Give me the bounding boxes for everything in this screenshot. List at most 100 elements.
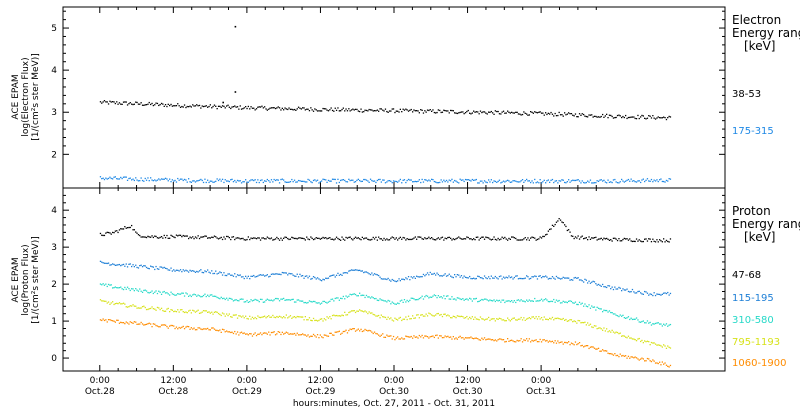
proton-point <box>447 236 449 239</box>
proton-point <box>262 316 264 318</box>
proton-point <box>558 218 560 220</box>
proton-point <box>257 315 259 317</box>
proton-point <box>489 238 491 240</box>
proton-point <box>451 317 453 319</box>
proton-point <box>634 339 636 341</box>
proton-point <box>640 240 642 242</box>
electron-point <box>425 111 427 113</box>
proton-point <box>239 238 241 240</box>
proton-point <box>539 338 541 341</box>
proton-point <box>603 286 605 288</box>
proton-ytick-label: 1 <box>51 317 57 327</box>
electron-point <box>511 111 513 113</box>
proton-point <box>454 316 456 318</box>
proton-point <box>167 293 169 295</box>
proton-point <box>646 292 649 294</box>
proton-point <box>303 277 305 279</box>
electron-point <box>268 180 270 182</box>
proton-point <box>182 311 184 313</box>
proton-point <box>177 235 179 237</box>
proton-point <box>467 337 469 339</box>
proton-point <box>103 284 106 286</box>
electron-point <box>259 106 262 108</box>
proton-point <box>209 329 211 331</box>
electron-point <box>600 115 602 118</box>
proton-point <box>162 309 164 312</box>
proton-point <box>561 277 563 280</box>
proton-series-115-195 <box>99 260 672 297</box>
proton-point <box>147 323 149 325</box>
electron-point <box>488 179 490 181</box>
proton-point <box>287 274 289 276</box>
proton-point <box>500 301 502 303</box>
proton-point <box>344 272 346 274</box>
proton-point <box>306 302 308 304</box>
proton-point <box>595 236 597 238</box>
electron-point <box>665 118 668 121</box>
proton-point <box>640 358 642 360</box>
proton-point <box>424 275 426 277</box>
proton-point <box>169 294 171 296</box>
proton-point <box>454 274 456 276</box>
electron-point <box>498 113 501 115</box>
proton-point <box>363 238 365 240</box>
proton-point <box>664 292 666 294</box>
proton-point <box>297 237 300 239</box>
proton-point <box>208 295 210 298</box>
electron-point <box>540 182 543 184</box>
proton-point <box>416 336 418 338</box>
proton-point <box>524 301 526 303</box>
proton-point <box>417 236 419 238</box>
proton-point <box>169 325 171 327</box>
electron-point <box>178 179 180 181</box>
electron-point <box>546 113 548 116</box>
electron-point <box>345 181 347 183</box>
proton-point <box>596 239 598 241</box>
proton-point <box>346 296 349 298</box>
proton-point <box>517 239 520 241</box>
electron-point <box>140 177 142 179</box>
proton-point <box>614 286 616 288</box>
electron-point <box>371 109 373 111</box>
proton-point <box>436 334 438 336</box>
proton-point <box>330 332 332 334</box>
proton-point <box>612 313 615 315</box>
proton-point <box>284 236 286 238</box>
proton-point <box>410 238 412 241</box>
electron-point <box>445 110 448 112</box>
electron-point <box>471 112 473 114</box>
proton-point <box>221 274 224 276</box>
electron-point <box>132 178 134 180</box>
electron-point <box>578 180 581 182</box>
electron-point <box>482 182 484 184</box>
proton-point <box>473 238 475 240</box>
electron-point <box>171 179 173 181</box>
proton-point <box>494 300 496 303</box>
electron-point <box>274 179 277 182</box>
proton-point <box>141 323 144 325</box>
proton-point <box>398 338 400 340</box>
proton-point <box>272 273 274 275</box>
proton-point <box>295 317 297 319</box>
proton-point <box>549 317 551 319</box>
proton-point <box>479 316 482 318</box>
proton-point <box>177 269 179 271</box>
proton-point <box>588 324 590 326</box>
proton-point <box>641 320 643 323</box>
proton-point <box>665 364 668 366</box>
proton-point <box>302 333 304 335</box>
proton-point <box>612 331 615 333</box>
electron-point <box>215 105 217 107</box>
proton-point <box>625 317 627 319</box>
proton-point <box>599 327 601 329</box>
proton-point <box>637 319 639 321</box>
electron-point <box>466 110 468 113</box>
proton-point <box>418 236 420 238</box>
proton-point <box>550 318 552 320</box>
proton-point <box>392 335 395 338</box>
proton-point <box>619 332 621 334</box>
electron-point <box>338 181 340 184</box>
proton-point <box>545 318 547 320</box>
proton-point <box>354 293 357 296</box>
proton-point <box>640 321 642 323</box>
